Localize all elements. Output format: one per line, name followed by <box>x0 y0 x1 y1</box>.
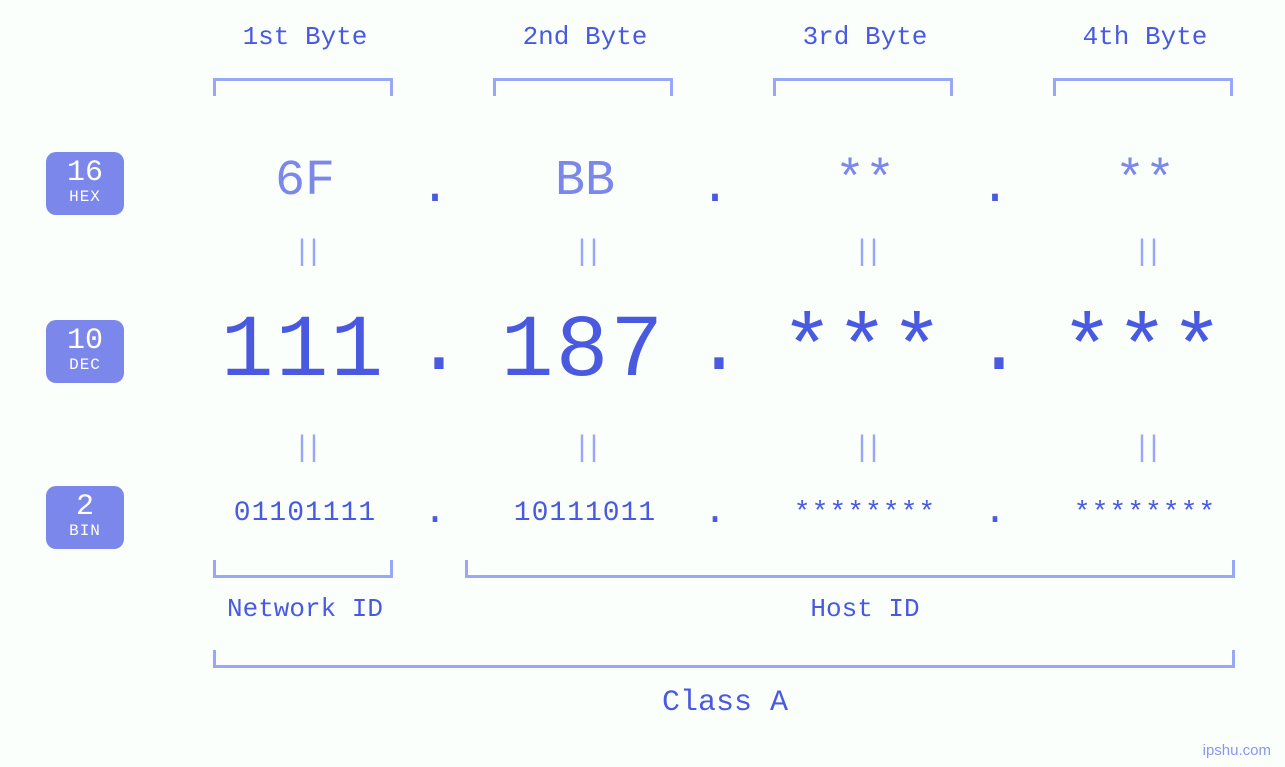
badge-dec: 10 DEC <box>46 320 124 383</box>
dec-dot-3: . <box>975 303 1005 394</box>
host-id-label: Host ID <box>460 594 1270 624</box>
byte-header-1: 1st Byte <box>180 22 430 52</box>
hex-byte-3: ** <box>740 153 990 210</box>
top-bracket-2 <box>493 78 673 96</box>
badge-hex-label: HEX <box>46 188 124 207</box>
bin-byte-3: ******** <box>740 498 990 529</box>
badge-bin: 2 BIN <box>46 486 124 549</box>
watermark: ipshu.com <box>1203 742 1271 759</box>
bin-byte-4: ******** <box>1020 498 1270 529</box>
bin-byte-2: 10111011 <box>460 498 710 529</box>
badge-dec-label: DEC <box>46 356 124 375</box>
class-bracket <box>213 650 1235 668</box>
hex-dot-1: . <box>420 160 450 217</box>
dec-byte-3: *** <box>738 303 988 402</box>
eq-2-1: || <box>180 432 430 466</box>
badge-bin-label: BIN <box>46 522 124 541</box>
dec-dot-2: . <box>695 303 725 394</box>
hex-dot-3: . <box>980 160 1010 217</box>
dec-byte-1: 111 <box>178 303 428 402</box>
hex-byte-2: BB <box>460 153 710 210</box>
hex-byte-4: ** <box>1020 153 1270 210</box>
eq-1-1: || <box>180 236 430 270</box>
badge-hex: 16 HEX <box>46 152 124 215</box>
network-bracket <box>213 560 393 578</box>
dec-byte-4: *** <box>1018 303 1268 402</box>
bin-byte-1: 01101111 <box>180 498 430 529</box>
hex-dot-2: . <box>700 160 730 217</box>
eq-2-4: || <box>1020 432 1270 466</box>
network-id-label: Network ID <box>180 594 430 624</box>
eq-1-3: || <box>740 236 990 270</box>
byte-header-3: 3rd Byte <box>740 22 990 52</box>
badge-hex-num: 16 <box>46 158 124 188</box>
top-bracket-3 <box>773 78 953 96</box>
eq-2-2: || <box>460 432 710 466</box>
bin-dot-1: . <box>420 490 450 535</box>
dec-dot-1: . <box>415 303 445 394</box>
byte-header-2: 2nd Byte <box>460 22 710 52</box>
eq-2-3: || <box>740 432 990 466</box>
host-bracket <box>465 560 1235 578</box>
badge-bin-num: 2 <box>46 492 124 522</box>
bin-dot-3: . <box>980 490 1010 535</box>
class-label: Class A <box>180 686 1270 720</box>
hex-byte-1: 6F <box>180 153 430 210</box>
top-bracket-4 <box>1053 78 1233 96</box>
byte-header-4: 4th Byte <box>1020 22 1270 52</box>
eq-1-4: || <box>1020 236 1270 270</box>
top-bracket-1 <box>213 78 393 96</box>
dec-byte-2: 187 <box>458 303 708 402</box>
eq-1-2: || <box>460 236 710 270</box>
bin-dot-2: . <box>700 490 730 535</box>
badge-dec-num: 10 <box>46 326 124 356</box>
